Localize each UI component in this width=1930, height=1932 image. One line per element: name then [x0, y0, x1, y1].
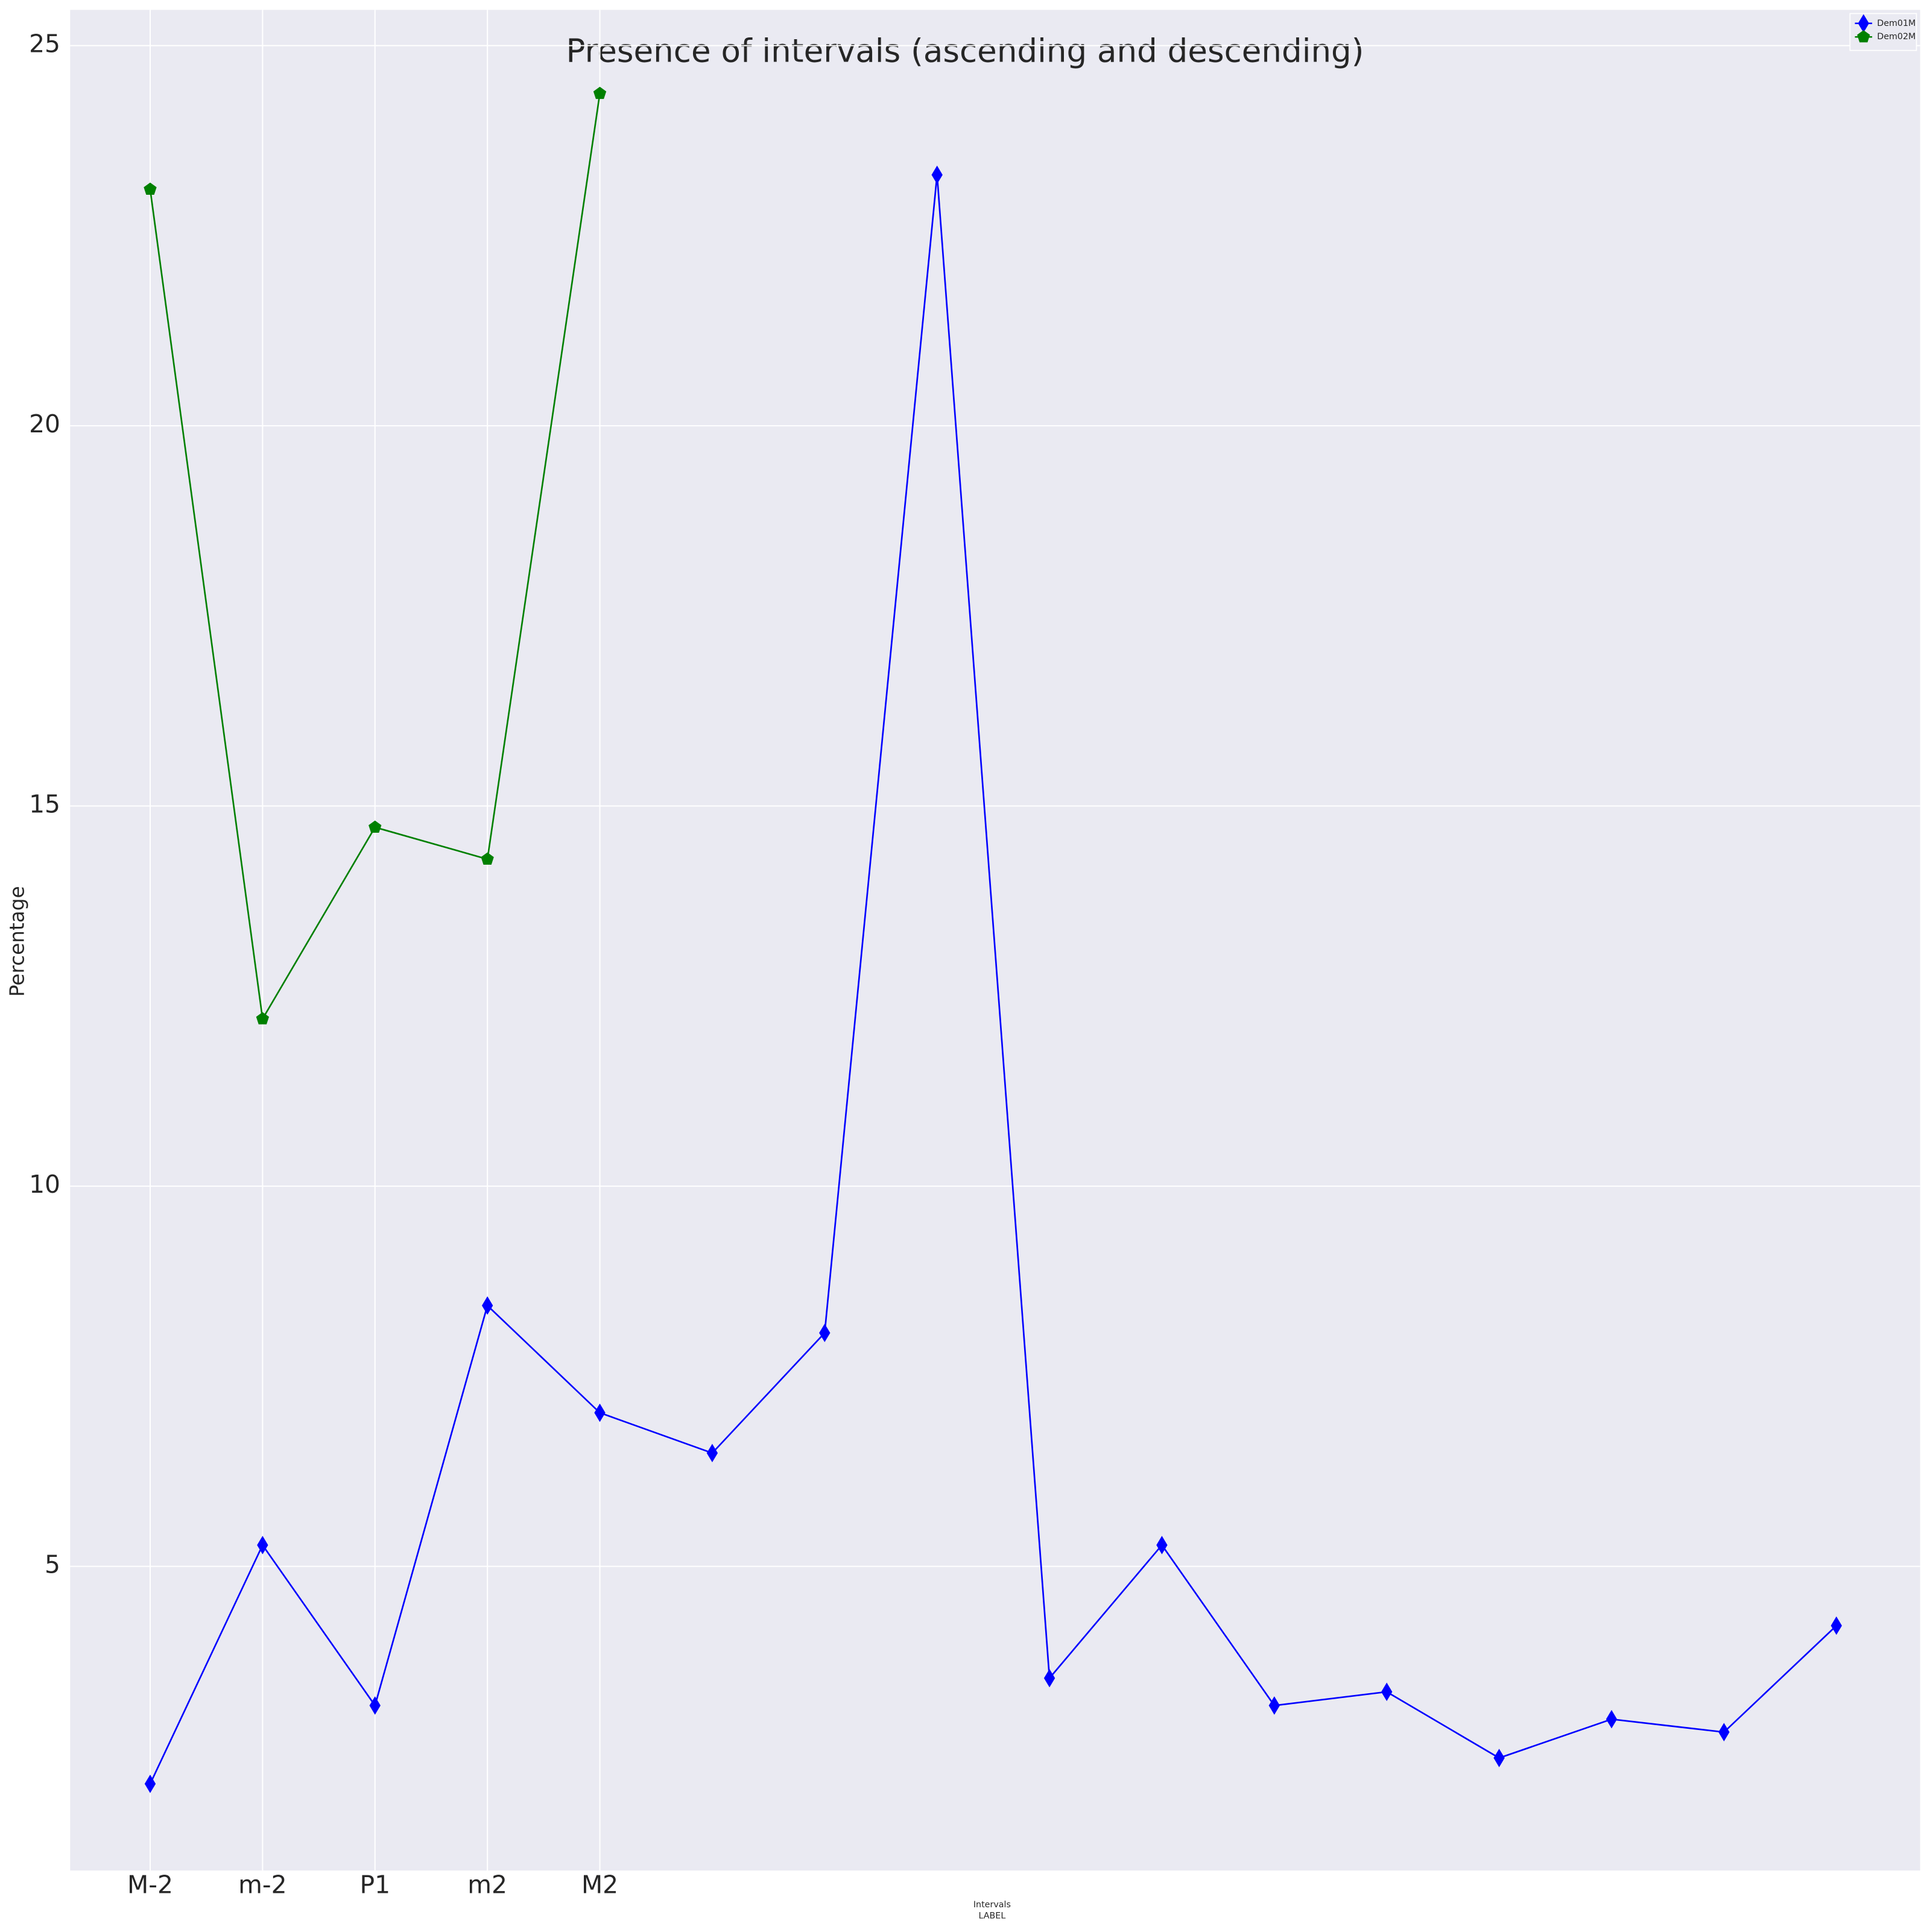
- data-point: [144, 1774, 156, 1793]
- data-point: [593, 86, 607, 99]
- x-tick-label: M-2: [127, 1870, 173, 1899]
- data-point: [481, 1296, 493, 1315]
- data-point: [706, 1444, 718, 1463]
- chart-title: Presence of intervals (ascending and des…: [566, 32, 1364, 69]
- data-point: [369, 820, 382, 833]
- y-tick-label: 15: [29, 790, 60, 819]
- x-axis-label: LABEL: [978, 1911, 1005, 1921]
- legend-label: Dem02M: [1877, 32, 1916, 42]
- data-point: [256, 1012, 270, 1024]
- data-point: [1156, 1536, 1168, 1555]
- legend-marker: [1857, 30, 1870, 43]
- data-point: [1830, 1616, 1842, 1635]
- data-point: [1381, 1682, 1393, 1702]
- y-axis-label: Percentage: [6, 886, 29, 997]
- y-tick-label: 10: [29, 1170, 60, 1199]
- x-tick-label: M2: [581, 1870, 618, 1899]
- data-point: [144, 182, 157, 195]
- x-axis-label: Intervals: [973, 1900, 1011, 1910]
- x-tick-label: P1: [359, 1870, 390, 1899]
- data-point: [1493, 1749, 1505, 1767]
- plot-area: [70, 10, 1920, 1871]
- data-point: [1606, 1709, 1618, 1729]
- x-tick-label: m2: [467, 1870, 507, 1899]
- series-line: [149, 174, 1837, 1784]
- data-point: [369, 1696, 381, 1715]
- data-point: [819, 1324, 831, 1342]
- legend-label: Dem01M: [1877, 19, 1916, 28]
- data-point: [257, 1536, 268, 1555]
- y-tick-label: 5: [45, 1550, 60, 1579]
- data-point: [594, 1403, 606, 1422]
- x-tick-label: m-2: [238, 1870, 286, 1899]
- y-tick-label: 25: [29, 30, 60, 58]
- y-tick-label: 20: [29, 409, 60, 438]
- data-point: [481, 852, 494, 865]
